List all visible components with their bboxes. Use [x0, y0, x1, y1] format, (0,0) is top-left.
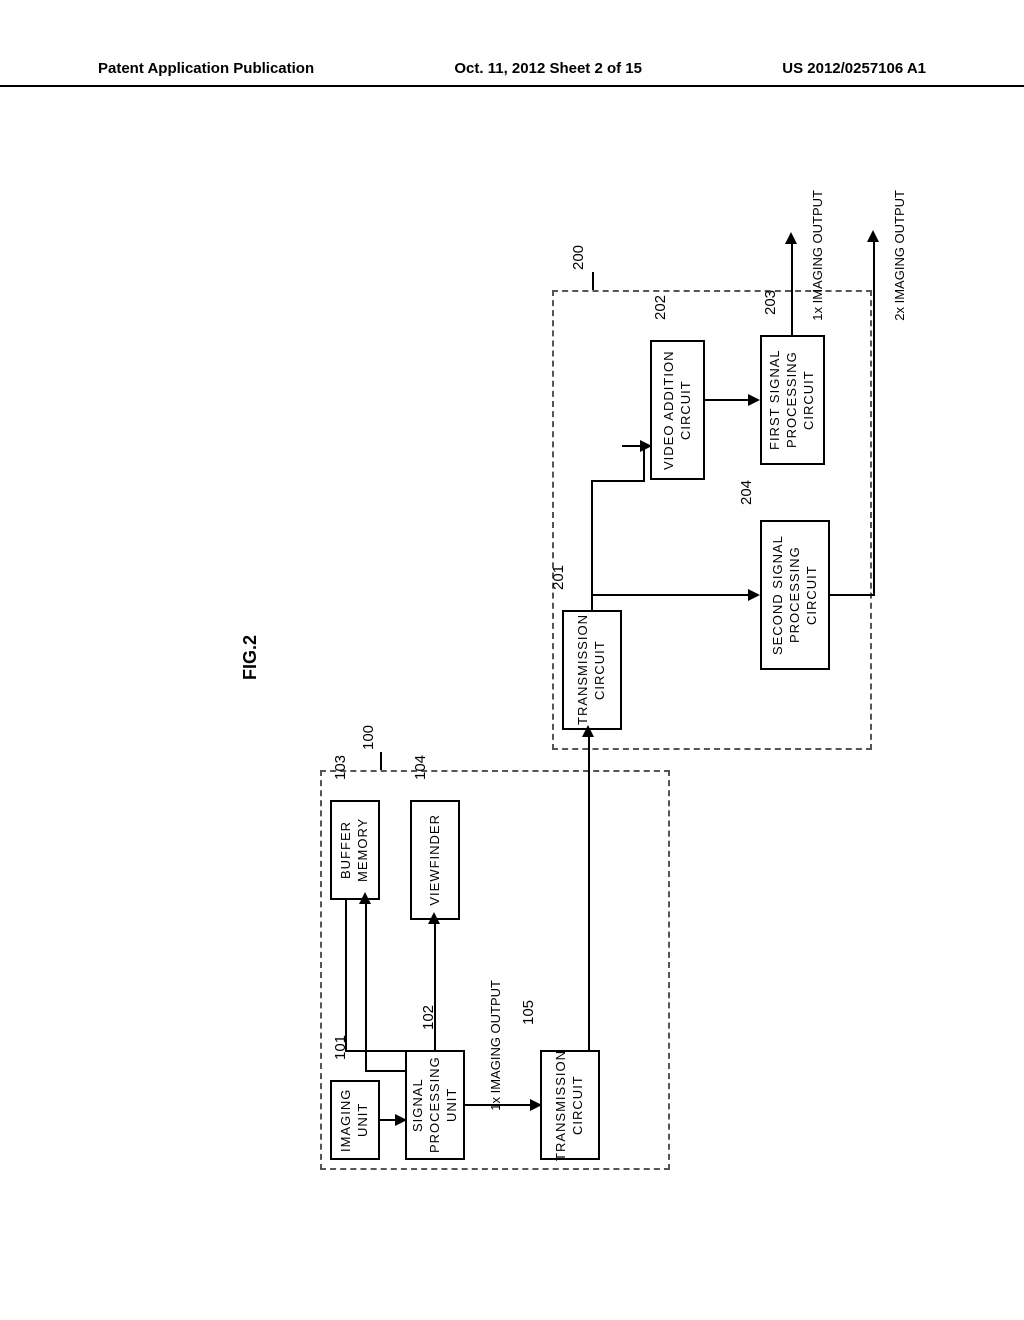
arrow-202-203	[705, 399, 753, 401]
ref-100-leader	[380, 752, 382, 770]
output-2x: 2x IMAGING OUTPUT	[892, 190, 909, 321]
arrow-105-201	[588, 730, 590, 1050]
block-transmission-200: TRANSMISSION CIRCUIT	[562, 610, 622, 730]
label-signal-processing: SIGNAL PROCESSING UNIT	[410, 1052, 461, 1158]
ref-200: 200	[570, 245, 587, 270]
label-video-addition: VIDEO ADDITION CIRCUIT	[661, 342, 695, 478]
arrow-201-204	[591, 594, 751, 596]
arrow-103-102-h	[345, 1050, 405, 1052]
header-right: US 2012/0257106 A1	[782, 60, 926, 77]
block-transmission-100: TRANSMISSION CIRCUIT	[540, 1050, 600, 1160]
figure-label: FIG.2	[240, 635, 261, 680]
mid-1x-output: 1x IMAGING OUTPUT	[488, 980, 505, 1111]
output-1x: 1x IMAGING OUTPUT	[810, 190, 827, 321]
ref-200-leader	[592, 272, 594, 290]
block-imaging-unit: IMAGING UNIT	[330, 1080, 380, 1160]
ref-204: 204	[738, 480, 755, 505]
block-signal-processing: SIGNAL PROCESSING UNIT	[405, 1050, 465, 1160]
ref-201: 201	[550, 565, 567, 590]
arrow-203-out	[791, 240, 793, 335]
block-buffer-memory: BUFFER MEMORY	[330, 800, 380, 900]
arrow-102-103-h	[365, 1070, 405, 1072]
ref-202: 202	[652, 295, 669, 320]
diagram: FIG.2 100 IMAGING UNIT 101 SIGNAL PROCES…	[120, 180, 920, 1180]
label-imaging-unit: IMAGING UNIT	[338, 1082, 372, 1158]
arrow-102-105	[465, 1104, 533, 1106]
arrow-201-up	[591, 480, 593, 610]
ref-100: 100	[360, 725, 377, 750]
arrow-into-202-head	[640, 440, 652, 452]
arrow-102-104-head	[428, 912, 440, 924]
label-transmission-200: TRANSMISSION CIRCUIT	[575, 612, 609, 728]
arrow-204-up-head	[867, 230, 879, 242]
header-left: Patent Application Publication	[98, 60, 314, 77]
ref-104: 104	[412, 755, 429, 780]
arrow-201-204-head	[748, 589, 760, 601]
arrow-201-202-h	[591, 480, 643, 482]
label-first-signal: FIRST SIGNAL PROCESSING CIRCUIT	[767, 337, 818, 463]
arrow-204-up	[873, 238, 875, 596]
arrow-105-201-head	[582, 725, 594, 737]
block-second-signal: SECOND SIGNAL PROCESSING CIRCUIT	[760, 520, 830, 670]
label-buffer-memory: BUFFER MEMORY	[338, 802, 372, 898]
block-video-addition: VIDEO ADDITION CIRCUIT	[650, 340, 705, 480]
label-transmission-100: TRANSMISSION CIRCUIT	[553, 1050, 587, 1161]
header-center: Oct. 11, 2012 Sheet 2 of 15	[454, 60, 642, 77]
ref-203: 203	[762, 290, 779, 315]
ref-105: 105	[520, 1000, 537, 1025]
arrow-102-104	[434, 920, 436, 1050]
block-viewfinder: VIEWFINDER	[410, 800, 460, 920]
arrow-204-right	[830, 594, 875, 596]
arrow-101-102-head	[395, 1114, 407, 1126]
arrow-103-down	[345, 900, 347, 1050]
label-viewfinder: VIEWFINDER	[427, 814, 444, 906]
ref-103: 103	[332, 755, 349, 780]
arrow-202-203-head	[748, 394, 760, 406]
block-first-signal: FIRST SIGNAL PROCESSING CIRCUIT	[760, 335, 825, 465]
label-second-signal: SECOND SIGNAL PROCESSING CIRCUIT	[770, 522, 821, 668]
arrow-203-out-head	[785, 232, 797, 244]
page-header: Patent Application Publication Oct. 11, …	[0, 60, 1024, 87]
arrow-102-103-head-up	[359, 892, 371, 904]
arrow-102-105-head	[530, 1099, 542, 1111]
arrow-102-103-up	[365, 900, 367, 1070]
